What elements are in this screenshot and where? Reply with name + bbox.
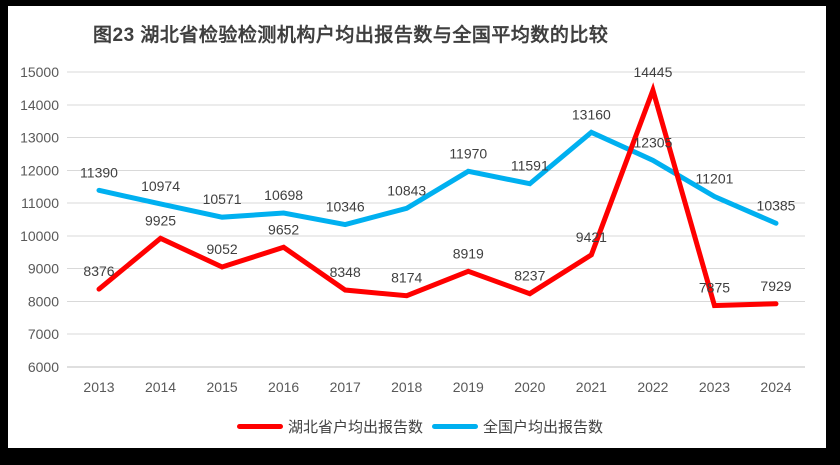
data-label: 10571 xyxy=(203,191,242,207)
y-tick-label: 6000 xyxy=(28,359,59,375)
data-label: 10346 xyxy=(326,199,365,215)
x-tick-label: 2024 xyxy=(760,379,791,395)
y-tick-label: 7000 xyxy=(28,326,59,342)
data-label: 9421 xyxy=(576,229,607,245)
chart-title: 图23 湖北省检验检测机构户均出报告数与全国平均数的比较 xyxy=(93,25,609,46)
data-label: 7875 xyxy=(699,280,730,296)
data-label: 10974 xyxy=(141,178,180,194)
y-tick-label: 15000 xyxy=(20,64,59,80)
legend-swatch-hubei-line xyxy=(236,424,283,429)
data-label: 11390 xyxy=(80,164,118,180)
x-tick-label: 2023 xyxy=(699,379,730,395)
x-tick-label: 2014 xyxy=(145,379,176,395)
data-label: 9925 xyxy=(145,212,176,228)
data-label: 10698 xyxy=(264,187,303,203)
x-tick-label: 2021 xyxy=(576,379,607,395)
data-label: 11970 xyxy=(449,145,487,161)
legend-swatch-national-line xyxy=(432,424,478,429)
y-tick-label: 14000 xyxy=(20,97,59,113)
data-label: 10843 xyxy=(387,182,426,198)
data-label: 8376 xyxy=(83,263,114,279)
chart-legend: 湖北省户均出报告数 全国户均出报告数 xyxy=(0,416,840,437)
data-label: 8174 xyxy=(391,270,422,286)
x-tick-label: 2018 xyxy=(391,379,422,395)
x-tick-label: 2020 xyxy=(514,379,545,395)
data-label: 8237 xyxy=(514,268,545,284)
x-tick-label: 2016 xyxy=(268,379,299,395)
data-label: 13160 xyxy=(572,106,611,122)
data-label: 14445 xyxy=(633,64,672,80)
y-tick-label: 9000 xyxy=(28,261,59,277)
data-label: 7929 xyxy=(760,278,791,294)
x-tick-label: 2019 xyxy=(453,379,484,395)
data-label: 9052 xyxy=(207,241,238,257)
x-tick-label: 2022 xyxy=(637,379,668,395)
series-line-湖北省户均出报告数 xyxy=(96,82,779,309)
legend-label-national: 全国户均出报告数 xyxy=(483,419,604,436)
legend-label-hubei: 湖北省户均出报告数 xyxy=(287,419,423,436)
x-tick-label: 2013 xyxy=(83,379,114,395)
data-label: 9652 xyxy=(268,221,299,237)
y-tick-label: 12000 xyxy=(20,162,59,178)
y-tick-label: 13000 xyxy=(20,130,59,146)
data-label: 8348 xyxy=(330,264,361,280)
y-tick-label: 10000 xyxy=(20,228,59,244)
legend-item-hubei: 湖北省户均出报告数 xyxy=(236,416,423,437)
y-tick-label: 11000 xyxy=(21,195,59,211)
x-tick-label: 2015 xyxy=(207,379,238,395)
data-label: 11591 xyxy=(511,158,549,174)
series-line-全国户均出报告数 xyxy=(96,129,779,228)
legend-item-national: 全国户均出报告数 xyxy=(432,416,603,437)
y-tick-label: 8000 xyxy=(28,293,59,309)
data-label: 8919 xyxy=(453,245,484,261)
data-label: 11201 xyxy=(696,171,734,187)
data-label: 10385 xyxy=(757,197,796,213)
data-label: 12305 xyxy=(633,134,672,150)
x-tick-label: 2017 xyxy=(330,379,361,395)
